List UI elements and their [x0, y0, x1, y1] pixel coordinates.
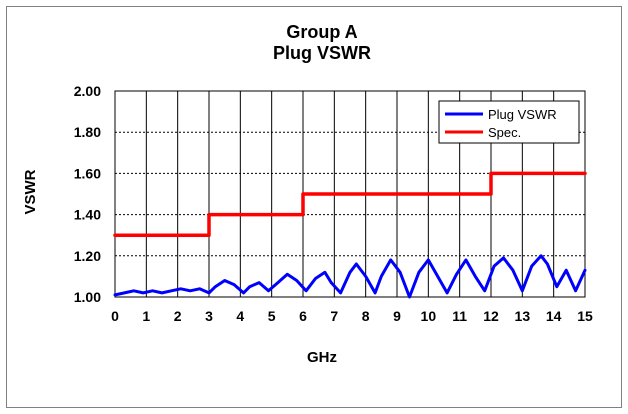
x-tick-label-13: 13 — [515, 308, 531, 324]
x-tick-label-11: 11 — [452, 308, 467, 324]
y-tick-label-1: 1.20 — [74, 248, 101, 264]
legend-label-plug-vswr: Plug VSWR — [488, 107, 557, 122]
chart-svg: Group A Plug VSWR VSWR GHz 0 1 2 3 4 5 6 7 8 9 10 1… — [22, 22, 593, 366]
series-line-plug-vswr — [113, 254, 587, 299]
x-tick-label-0: 0 — [111, 308, 119, 324]
plot-area — [114, 90, 586, 298]
x-tick-label-2: 2 — [174, 308, 182, 324]
x-tick-label-4: 4 — [236, 308, 244, 324]
y-tick-label-2: 1.40 — [74, 207, 101, 223]
x-tick-label-14: 14 — [546, 308, 562, 324]
x-tick-label-15: 15 — [577, 308, 593, 324]
chart-title: Group A — [286, 22, 357, 42]
legend-label-spec: Spec. — [488, 125, 521, 140]
legend-box — [438, 100, 580, 144]
series-layer — [113, 171, 587, 299]
x-tick-label-6: 6 — [299, 308, 307, 324]
x-tick-label-5: 5 — [268, 308, 276, 324]
x-axis-label: GHz — [307, 349, 337, 366]
y-tick-label-5: 2.00 — [74, 83, 101, 99]
x-tick-label-1: 1 — [142, 308, 150, 324]
series-line-spec — [113, 171, 587, 237]
x-tick-label-9: 9 — [393, 308, 401, 324]
x-tick-label-12: 12 — [483, 308, 499, 324]
legend: Plug VSWR Spec. — [438, 100, 580, 144]
chart-frame: Group A Plug VSWR VSWR GHz 0 1 2 3 4 5 6 7 8 9 10 1… — [6, 6, 622, 408]
x-tick-label-10: 10 — [421, 308, 437, 324]
x-tick-label-7: 7 — [330, 308, 338, 324]
tick-labels: 0 1 2 3 4 5 6 7 8 9 10 11 12 13 14 151.001.201.401.601.… — [74, 83, 593, 324]
y-tick-label-4: 1.80 — [74, 124, 101, 140]
x-tick-label-3: 3 — [205, 308, 213, 324]
y-tick-label-0: 1.00 — [74, 289, 101, 305]
y-axis-label: VSWR — [22, 169, 39, 214]
x-tick-label-8: 8 — [362, 308, 370, 324]
chart-subtitle: Plug VSWR — [273, 43, 371, 63]
y-tick-label-3: 1.60 — [74, 165, 101, 181]
